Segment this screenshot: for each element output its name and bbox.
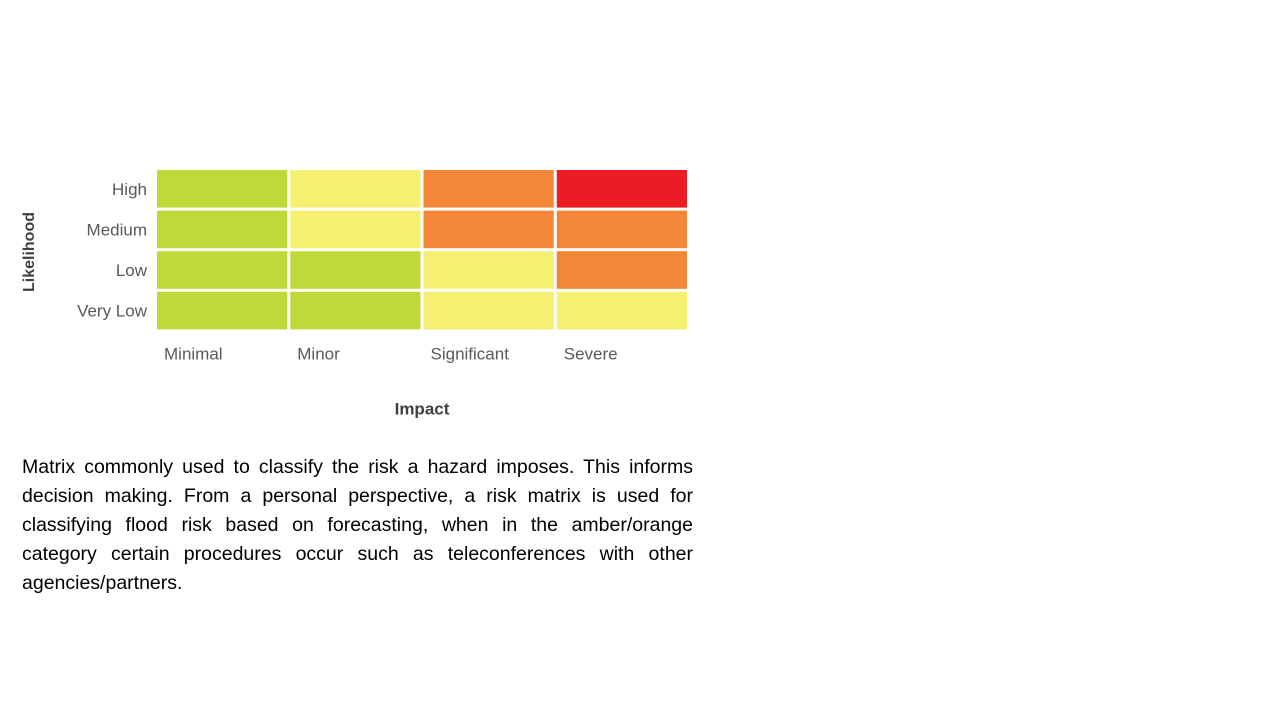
risk-cell [290,170,421,208]
risk-cell [157,210,288,249]
risk-cell [556,251,687,289]
x-axis-label: Impact [395,399,450,418]
row-label: Very Low [77,302,148,321]
risk-cell [423,210,554,249]
risk-cell [290,251,421,289]
row-label: Medium [87,220,147,239]
column-label: Severe [564,344,618,363]
risk-cell [157,170,288,208]
risk-matrix: Likelihood Impact High Medium Low Very Low M… [21,170,687,418]
risk-cell [556,170,687,208]
y-axis-label: Likelihood [21,212,38,292]
risk-cell [290,210,421,249]
row-label: Low [116,261,148,280]
risk-cell [157,251,288,289]
risk-cell [556,210,687,249]
row-label: High [112,180,147,199]
risk-cell [290,291,421,330]
column-label: Minimal [164,344,223,363]
risk-cell [423,291,554,330]
risk-cell [423,251,554,289]
risk-cell [157,291,288,330]
column-label: Minor [297,344,340,363]
column-label: Significant [431,344,510,363]
risk-cell [423,170,554,208]
caption: Matrix commonly used to classify the ris… [22,456,693,594]
risk-cell [556,291,687,330]
